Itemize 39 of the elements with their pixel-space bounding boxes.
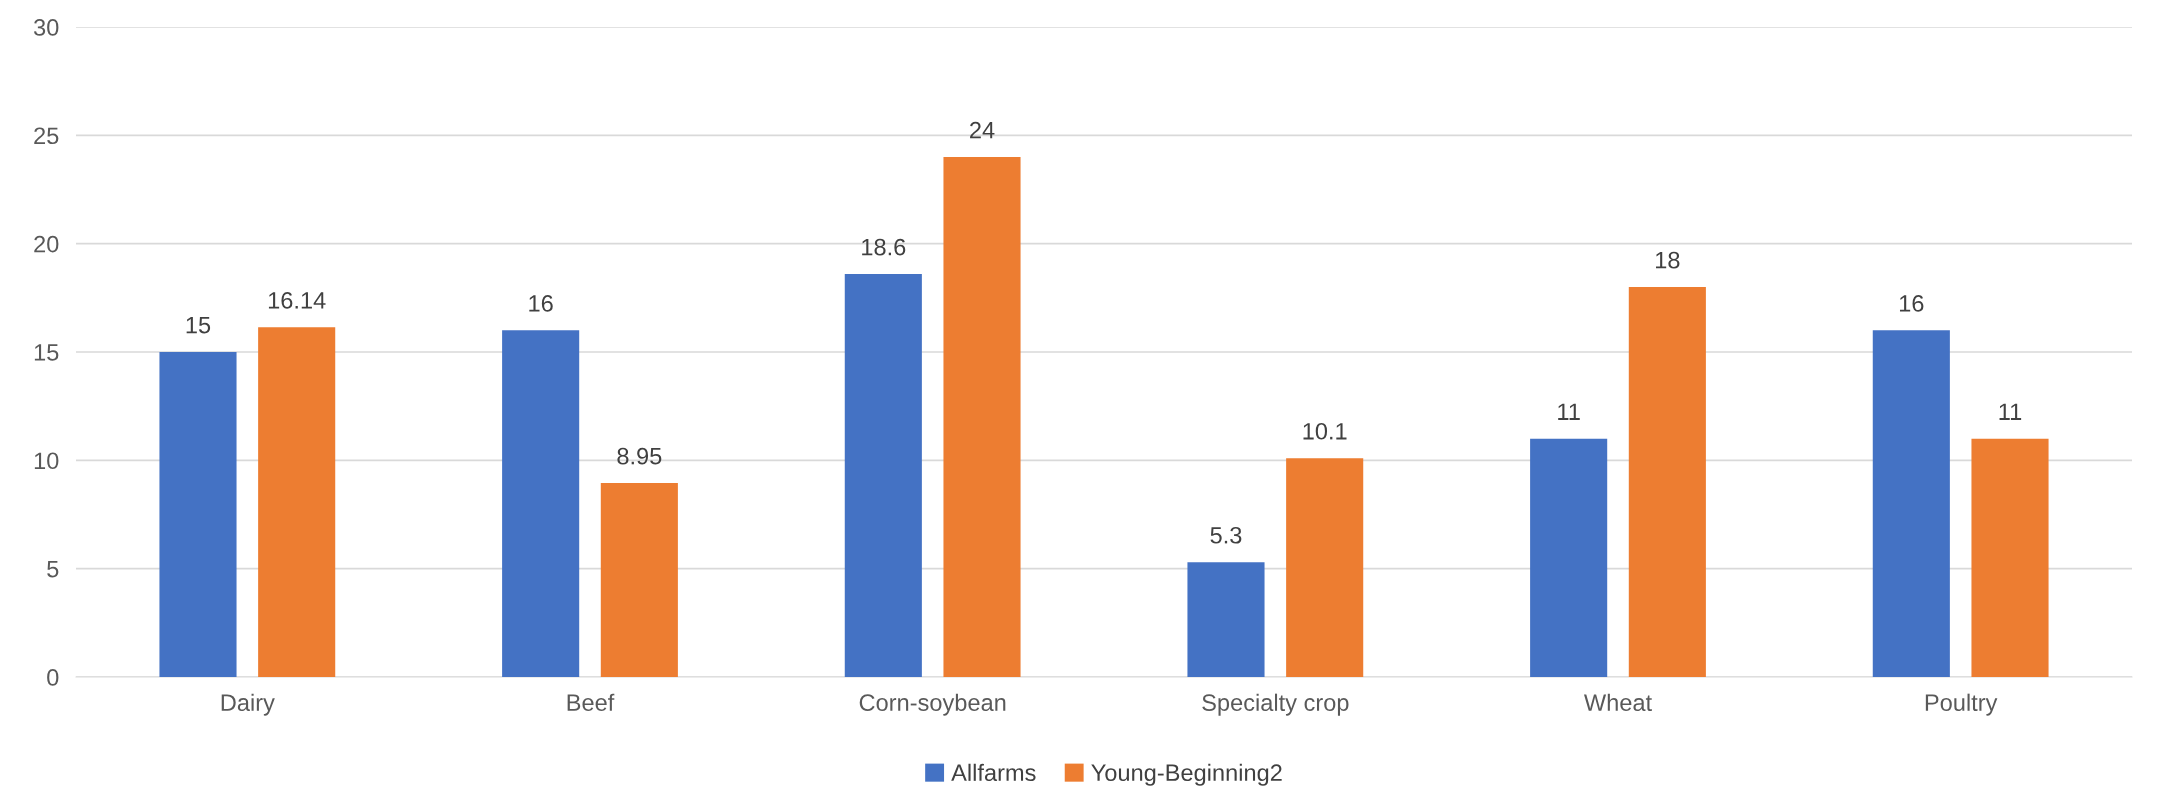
bar xyxy=(502,330,580,677)
data-label: 16.14 xyxy=(268,292,326,309)
data-label: 11 xyxy=(1999,403,2022,420)
y-tick-label: 25 xyxy=(34,127,59,145)
y-tick-label: 30 xyxy=(33,19,59,36)
y-tick-label: 0 xyxy=(47,669,59,686)
data-label: 5.3 xyxy=(1210,526,1242,544)
data-label: 15 xyxy=(186,316,211,334)
bar xyxy=(1530,438,1608,677)
data-label: 8.95 xyxy=(617,447,662,465)
data-label: 18 xyxy=(1656,251,1680,269)
y-tick-label: 15 xyxy=(34,344,59,361)
bar xyxy=(943,157,1021,677)
x-tick-label: Wheat xyxy=(1583,693,1652,712)
y-tick-label: 20 xyxy=(34,235,59,253)
bar xyxy=(600,483,678,677)
bar xyxy=(1971,438,2049,677)
bar xyxy=(1286,458,1364,677)
data-label: 16 xyxy=(1899,295,1924,312)
y-tick-label: 5 xyxy=(47,560,59,578)
x-tick-label: Dairy xyxy=(221,693,275,716)
data-label: 10.1 xyxy=(1303,422,1347,440)
bar xyxy=(258,327,336,677)
x-tick-label: Specialty crop xyxy=(1202,693,1349,716)
bar xyxy=(844,274,922,677)
data-label: 16 xyxy=(529,295,553,312)
bar xyxy=(159,352,237,677)
legend-label: Allfarms xyxy=(951,763,1036,782)
legend-label: Young-Beginning2 xyxy=(1091,763,1282,786)
bar xyxy=(1628,287,1706,677)
data-label: 24 xyxy=(970,121,995,139)
data-label: 18.6 xyxy=(862,238,906,256)
bar xyxy=(1187,562,1265,677)
data-label: 11 xyxy=(1558,403,1580,420)
x-tick-label: Corn-soybean xyxy=(859,693,1006,716)
x-tick-label: Poultry xyxy=(1925,693,1998,716)
x-tick-label: Beef xyxy=(567,693,615,712)
bar xyxy=(1872,330,1950,677)
y-tick-label: 10 xyxy=(34,452,59,470)
